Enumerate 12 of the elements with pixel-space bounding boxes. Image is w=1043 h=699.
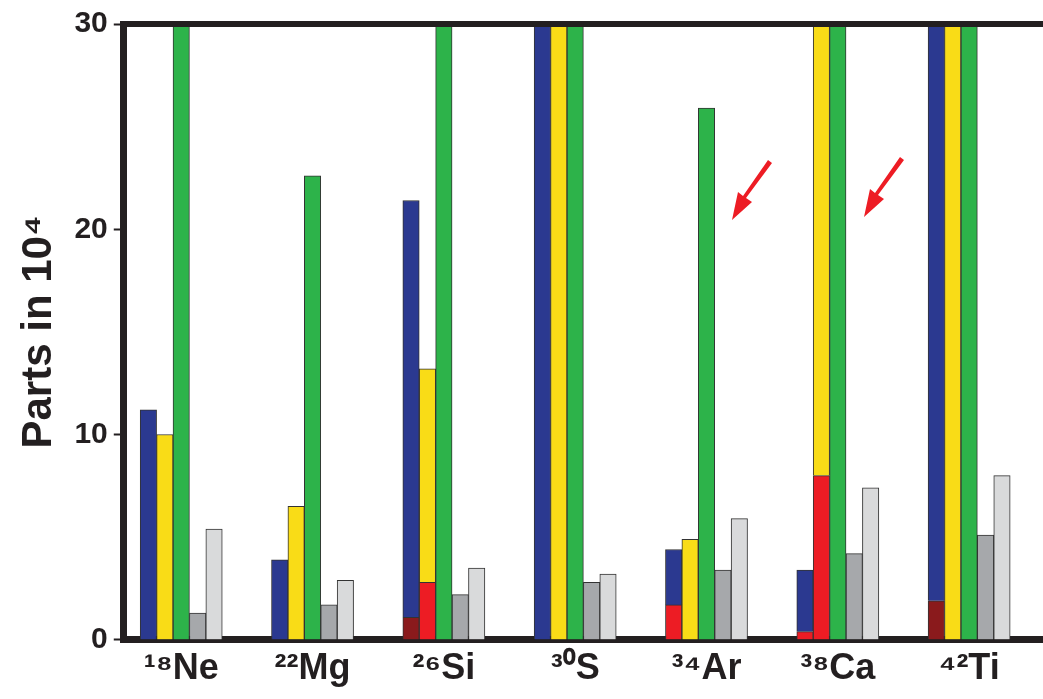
x-tick-label: ²²Mg xyxy=(274,646,351,688)
y-axis-title: Parts in 10⁴ xyxy=(12,215,60,449)
x-tick-label: ¹⁸Ne xyxy=(143,646,219,688)
y-tick-label: 30 xyxy=(74,5,108,39)
y-tick-label: 10 xyxy=(74,415,108,449)
y-tick-label: 20 xyxy=(74,210,108,244)
x-tick-label: ³⁸Ca xyxy=(800,646,877,688)
x-tick-label: ²⁶Si xyxy=(412,646,476,688)
x-tick-label: ⁴²Ti xyxy=(938,646,1000,688)
x-tick-label: ³⁰S xyxy=(550,646,600,688)
x-tick-label: ³⁴Ar xyxy=(671,646,742,688)
y-tick-label: 0 xyxy=(91,621,108,655)
